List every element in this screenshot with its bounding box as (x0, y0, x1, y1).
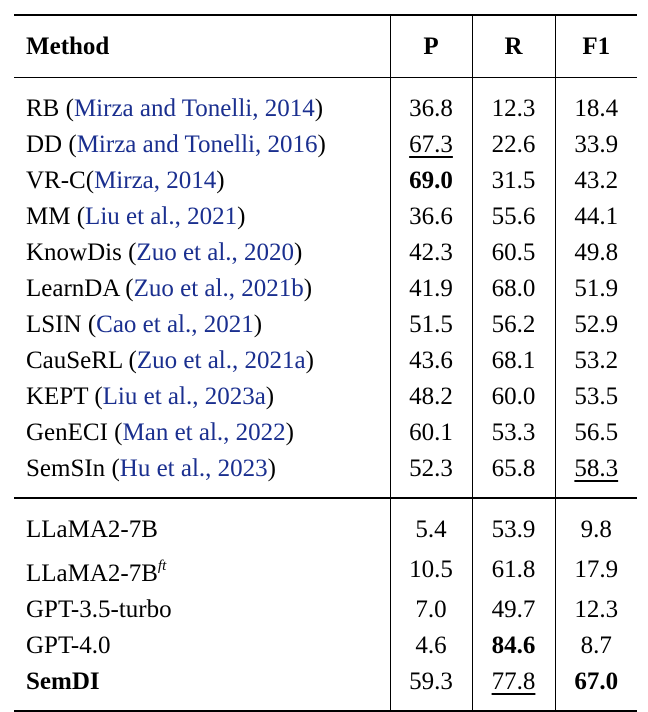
method-cell: LSIN (Cao et al., 2021) (26, 311, 263, 338)
f1-cell: 53.2 (554, 343, 637, 379)
r-cell: 53.3 (471, 415, 555, 451)
table-row: MM (Liu et al., 2021) 36.6 55.6 44.1 (14, 199, 637, 235)
p-cell: 51.5 (389, 307, 472, 343)
table-row: GenECI (Man et al., 2022) 60.1 53.3 56.5 (14, 415, 637, 451)
r-cell: 55.6 (471, 199, 555, 235)
method-cell: GPT-4.0 (26, 632, 111, 659)
table-row: RB (Mirza and Tonelli, 2014) 36.8 12.3 1… (14, 77, 637, 127)
f1-cell: 52.9 (554, 307, 637, 343)
p-cell: 4.6 (389, 628, 472, 664)
r-cell: 68.0 (471, 271, 555, 307)
finetune-superscript: ft (157, 558, 167, 574)
r-cell: 65.8 (471, 451, 555, 498)
header-row: Method P R F1 (14, 14, 637, 78)
table-row: KnowDis (Zuo et al., 2020) 42.3 60.5 49.… (14, 235, 637, 271)
r-cell: 84.6 (471, 628, 555, 664)
header-f1: F1 (554, 14, 637, 78)
method-cell: KEPT (Liu et al., 2023a) (26, 383, 275, 410)
f1-cell: 67.0 (554, 664, 637, 712)
p-cell: 41.9 (389, 271, 472, 307)
method-cell: MM (Liu et al., 2021) (26, 203, 246, 230)
method-cell: SemDI (14, 664, 390, 712)
p-cell: 5.4 (389, 497, 472, 548)
p-cell: 36.8 (389, 77, 472, 127)
table-row: LLaMA2-7Bft 10.5 61.8 17.9 (14, 548, 637, 592)
f1-cell: 9.8 (554, 497, 637, 548)
f1-cell: 51.9 (554, 271, 637, 307)
table-row: SemDI 59.3 77.8 67.0 (14, 664, 637, 712)
results-table: Method P R F1 RB (Mirza and Tonelli, 201… (14, 14, 637, 712)
f1-cell: 58.3 (554, 451, 637, 498)
p-cell: 36.6 (389, 199, 472, 235)
f1-cell: 8.7 (554, 628, 637, 664)
f1-cell: 56.5 (554, 415, 637, 451)
p-cell: 59.3 (389, 664, 472, 712)
table-row: GPT-3.5-turbo 7.0 49.7 12.3 (14, 592, 637, 628)
r-cell: 77.8 (471, 664, 555, 712)
f1-cell: 18.4 (554, 77, 637, 127)
r-cell: 56.2 (471, 307, 555, 343)
r-cell: 31.5 (471, 163, 555, 199)
table-row: LLaMA2-7B 5.4 53.9 9.8 (14, 497, 637, 548)
r-cell: 53.9 (471, 497, 555, 548)
method-cell: CauSeRL (Zuo et al., 2021a) (26, 347, 314, 374)
method-cell: DD (Mirza and Tonelli, 2016) (26, 131, 326, 158)
method-cell: LearnDA (Zuo et al., 2021b) (26, 275, 313, 302)
p-cell: 10.5 (389, 548, 472, 592)
f1-cell: 12.3 (554, 592, 637, 628)
method-cell: GPT-3.5-turbo (26, 596, 172, 623)
p-cell: 48.2 (389, 379, 472, 415)
p-cell: 7.0 (389, 592, 472, 628)
p-cell: 69.0 (389, 163, 472, 199)
table-row: SemSIn (Hu et al., 2023) 52.3 65.8 58.3 (14, 451, 637, 498)
table-row: DD (Mirza and Tonelli, 2016) 67.3 22.6 3… (14, 127, 637, 163)
f1-cell: 49.8 (554, 235, 637, 271)
p-cell: 60.1 (389, 415, 472, 451)
p-cell: 42.3 (389, 235, 472, 271)
method-cell: LLaMA2-7Bft (26, 558, 167, 587)
table-row: VR-C(Mirza, 2014) 69.0 31.5 43.2 (14, 163, 637, 199)
method-cell: RB (Mirza and Tonelli, 2014) (26, 95, 324, 122)
r-cell: 12.3 (471, 77, 555, 127)
f1-cell: 17.9 (554, 548, 637, 592)
header-p: P (389, 14, 472, 78)
r-cell: 68.1 (471, 343, 555, 379)
table-row: CauSeRL (Zuo et al., 2021a) 43.6 68.1 53… (14, 343, 637, 379)
table-row: LSIN (Cao et al., 2021) 51.5 56.2 52.9 (14, 307, 637, 343)
header-r: R (471, 14, 555, 78)
p-cell: 43.6 (389, 343, 472, 379)
header-method: Method (14, 14, 390, 78)
method-cell: KnowDis (Zuo et al., 2020) (26, 239, 303, 266)
method-cell: SemSIn (Hu et al., 2023) (26, 455, 276, 482)
r-cell: 49.7 (471, 592, 555, 628)
table-row: KEPT (Liu et al., 2023a) 48.2 60.0 53.5 (14, 379, 637, 415)
f1-cell: 33.9 (554, 127, 637, 163)
r-cell: 61.8 (471, 548, 555, 592)
method-cell: LLaMA2-7B (14, 497, 390, 548)
table-row: GPT-4.0 4.6 84.6 8.7 (14, 628, 637, 664)
f1-cell: 53.5 (554, 379, 637, 415)
method-cell: GenECI (Man et al., 2022) (26, 419, 294, 446)
r-cell: 22.6 (471, 127, 555, 163)
table-row: LearnDA (Zuo et al., 2021b) 41.9 68.0 51… (14, 271, 637, 307)
p-cell: 67.3 (389, 127, 472, 163)
method-cell: VR-C(Mirza, 2014) (26, 167, 225, 194)
r-cell: 60.0 (471, 379, 555, 415)
p-cell: 52.3 (389, 451, 472, 498)
f1-cell: 43.2 (554, 163, 637, 199)
r-cell: 60.5 (471, 235, 555, 271)
f1-cell: 44.1 (554, 199, 637, 235)
